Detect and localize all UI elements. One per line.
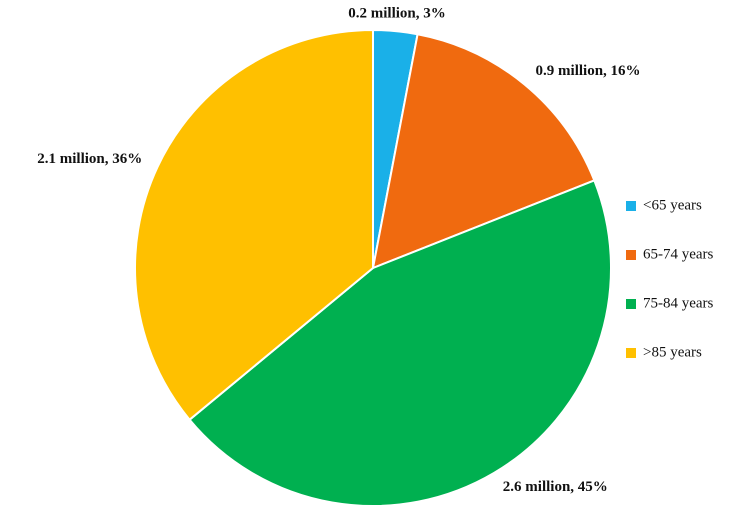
legend-label: >85 years — [643, 344, 702, 360]
legend-swatch — [626, 201, 636, 211]
data-label: 2.1 million, 36% — [37, 151, 142, 167]
legend-swatch — [626, 299, 636, 309]
data-label: 0.2 million, 3% — [348, 6, 446, 22]
pie-slice — [134, 28, 374, 422]
legend-swatch — [626, 250, 636, 260]
legend-label: 75-84 years — [643, 295, 714, 311]
legend-label: 65-74 years — [643, 246, 714, 262]
data-label: 2.6 million, 45% — [503, 479, 608, 495]
pie-slice — [371, 33, 596, 270]
data-label: 0.9 million, 16% — [536, 63, 641, 79]
legend-swatch — [626, 348, 636, 358]
legend-label: <65 years — [643, 197, 702, 213]
pie-slice — [188, 179, 612, 507]
